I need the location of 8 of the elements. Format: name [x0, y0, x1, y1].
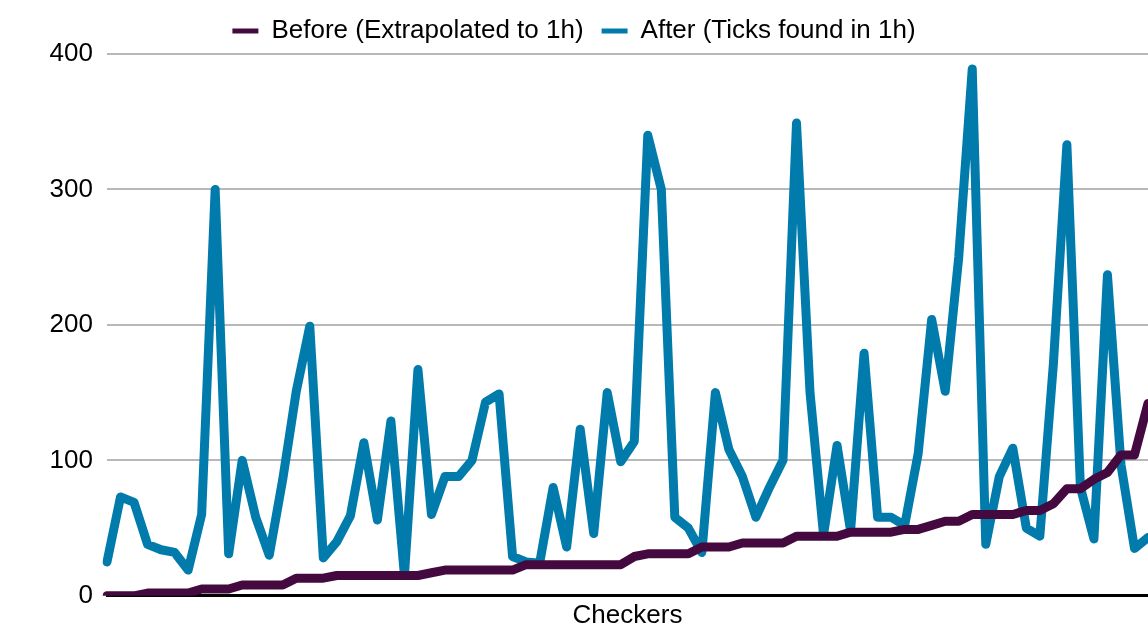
y-tick-label: 0 — [78, 578, 93, 609]
x-axis-title: Checkers — [572, 598, 683, 629]
y-tick-label: 200 — [49, 308, 93, 339]
y-tick-label: 400 — [49, 37, 93, 68]
legend-label: After (Ticks found in 1h) — [640, 14, 916, 45]
y-tick-label: 300 — [49, 172, 93, 203]
legend-label: Before (Extrapolated to 1h) — [271, 14, 584, 45]
y-tick-label: 100 — [49, 443, 93, 474]
